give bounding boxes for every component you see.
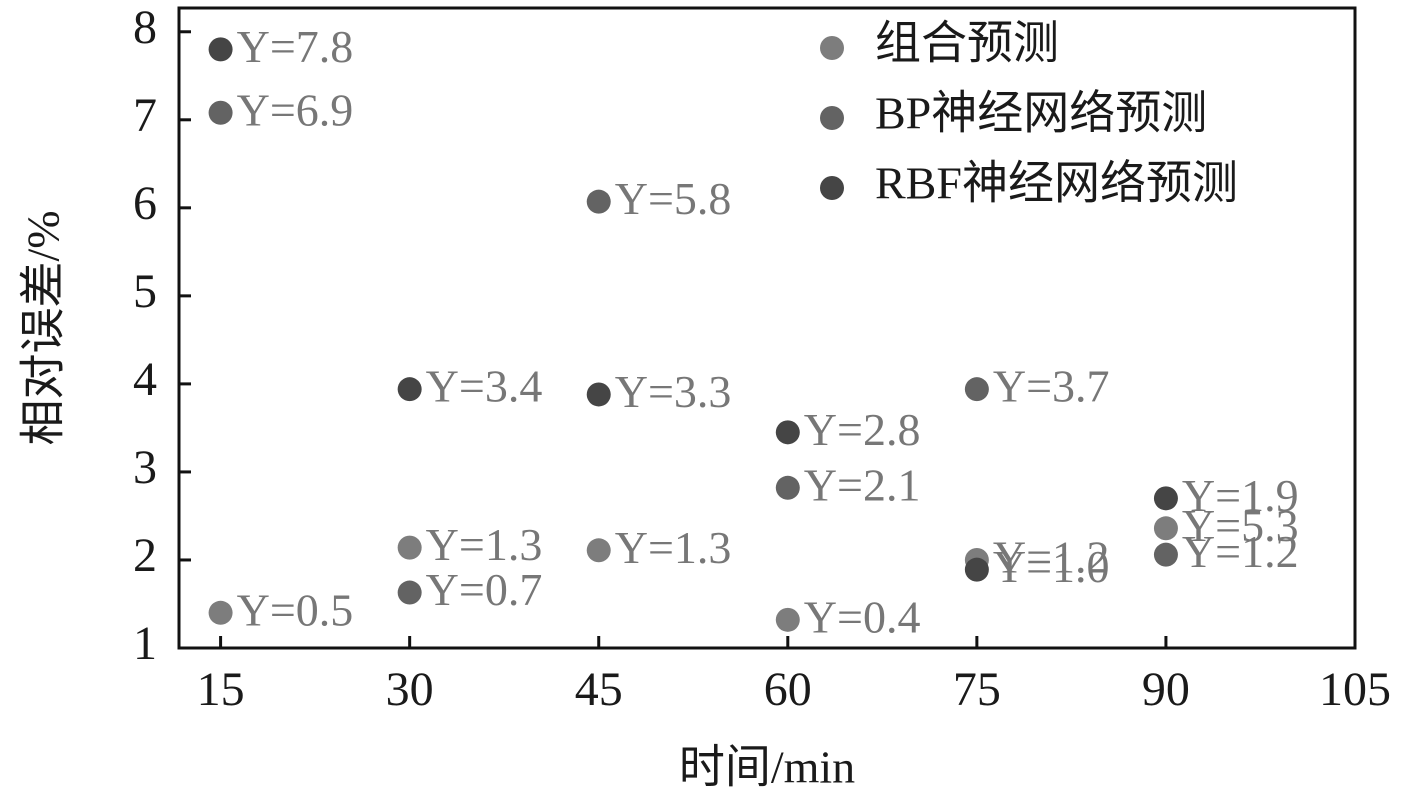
data-point <box>208 100 233 125</box>
data-point <box>775 607 800 632</box>
legend-text: RBF神经网络预测 <box>875 158 1238 209</box>
point-annotation: Y=1.0 <box>993 541 1110 592</box>
legend-text: BP神经网络预测 <box>875 88 1207 139</box>
plot-frame <box>177 6 1357 650</box>
y-tick-label: 1 <box>133 617 157 670</box>
data-point <box>397 377 422 402</box>
y-tick-label: 5 <box>133 265 157 318</box>
point-annotation: Y=6.9 <box>237 84 354 135</box>
data-point <box>775 420 800 445</box>
data-point <box>1153 486 1178 511</box>
data-point <box>397 580 422 605</box>
data-point <box>964 377 989 402</box>
y-tick-label: 2 <box>133 529 157 582</box>
x-axis-label: 时间/min <box>679 742 855 793</box>
x-tick-label: 90 <box>1142 663 1190 716</box>
point-annotation: Y=0.7 <box>426 564 543 615</box>
data-point <box>775 475 800 500</box>
point-annotation: Y=0.5 <box>237 584 354 635</box>
point-annotation: Y=2.1 <box>804 459 921 510</box>
y-axis-label: 相对误差/% <box>18 210 69 445</box>
y-tick-label: 7 <box>133 89 157 142</box>
point-annotation: Y=5.8 <box>615 173 732 224</box>
data-point <box>1153 516 1178 541</box>
y-tick-label: 6 <box>133 177 157 230</box>
legend-marker <box>820 106 844 130</box>
data-point <box>586 382 611 407</box>
x-tick-label: 105 <box>1319 663 1391 716</box>
point-annotation: Y=1.3 <box>426 519 543 570</box>
point-annotation: Y=3.4 <box>426 361 543 412</box>
data-point <box>964 557 989 582</box>
point-annotation: Y=0.4 <box>804 591 921 642</box>
y-tick-label: 4 <box>133 353 157 406</box>
legend-marker <box>820 36 844 60</box>
point-annotation: Y=1.2 <box>993 532 1110 583</box>
point-annotation: Y=1.2 <box>1182 526 1299 577</box>
data-point <box>586 538 611 563</box>
legend-text: 组合预测 <box>875 18 1059 69</box>
data-point <box>586 189 611 214</box>
y-tick-label: 8 <box>133 1 157 54</box>
point-annotation: Y=5.3 <box>1182 500 1299 551</box>
x-tick-label: 75 <box>953 663 1001 716</box>
data-point <box>208 600 233 625</box>
data-point <box>208 37 233 62</box>
y-tick-label: 3 <box>133 441 157 494</box>
x-tick-label: 60 <box>764 663 812 716</box>
data-point <box>397 535 422 560</box>
x-tick-label: 30 <box>386 663 434 716</box>
data-point <box>1153 542 1178 567</box>
x-tick-label: 45 <box>575 663 623 716</box>
legend-marker <box>820 176 844 200</box>
point-annotation: Y=1.9 <box>1182 470 1299 521</box>
point-annotation: Y=1.3 <box>615 522 732 573</box>
point-annotation: Y=3.3 <box>615 366 732 417</box>
point-annotation: Y=2.8 <box>804 404 921 455</box>
point-annotation: Y=7.8 <box>237 21 354 72</box>
point-annotation: Y=3.7 <box>993 361 1110 412</box>
x-tick-label: 15 <box>197 663 245 716</box>
